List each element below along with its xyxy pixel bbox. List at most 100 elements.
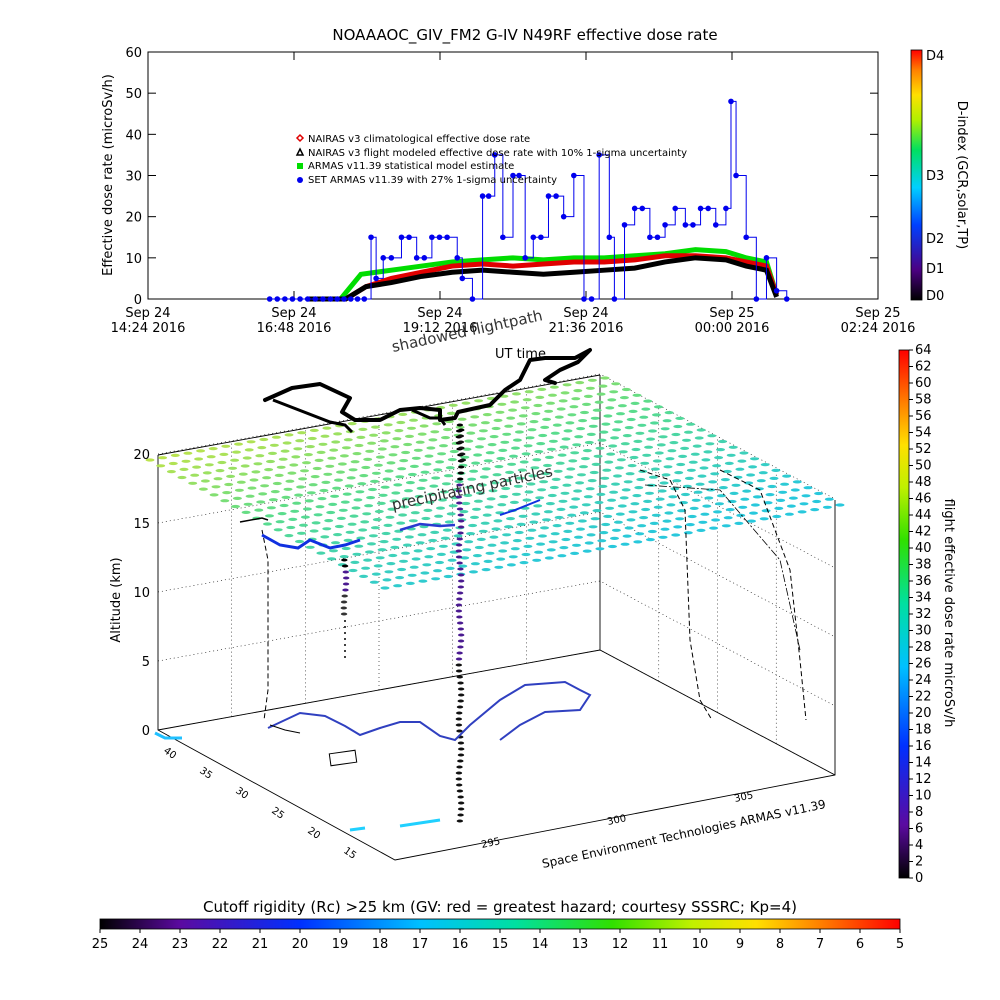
dose-tick-label: 0 xyxy=(915,871,923,886)
dose-field-cell xyxy=(657,489,667,493)
dose-field-cell xyxy=(656,443,666,447)
data-point xyxy=(545,193,552,199)
dose-tick-label: 36 xyxy=(915,574,932,589)
dose-field-cell xyxy=(590,416,600,420)
dose-field-cell xyxy=(265,514,274,518)
dose-field-cell xyxy=(500,440,510,444)
dose-field-cell xyxy=(145,458,155,462)
projection-dashdot xyxy=(644,484,801,651)
profile-point xyxy=(342,582,350,586)
dose-field-cell xyxy=(518,514,528,518)
dose-field-cell xyxy=(639,516,649,520)
dose-field-cell xyxy=(729,491,739,495)
dose-field-cell xyxy=(749,511,758,515)
dose-field-cell xyxy=(628,409,638,413)
dose-field-cell xyxy=(446,411,456,415)
dose-field-cell xyxy=(771,468,781,472)
dose-field-cell xyxy=(367,542,376,546)
dose-field-cell xyxy=(461,401,471,405)
dose-field-cell xyxy=(586,533,596,537)
dose-field-cell xyxy=(569,505,579,509)
rc-tick-label: 17 xyxy=(412,937,429,952)
dose-field-cell xyxy=(632,494,642,498)
dose-field-cell xyxy=(243,502,253,506)
dindex-label: D-index (GCR,solar,TP) xyxy=(954,101,969,249)
top-legend: NAIRAS v3 climatological effective dose … xyxy=(295,133,687,186)
dose-field-cell xyxy=(221,444,231,448)
dose-field-cell xyxy=(370,479,379,483)
dose-field-cell xyxy=(633,439,643,443)
dose-field-cell xyxy=(463,493,473,497)
dose-field-cell xyxy=(441,482,451,486)
dose-field-cell xyxy=(598,384,608,388)
dose-field-cell xyxy=(774,506,784,510)
legend-item-armas-model: ARMAS v11.39 statistical model estimate xyxy=(297,161,514,172)
dose-field-cell xyxy=(577,519,587,523)
profile-point xyxy=(455,669,463,673)
dose-field-cell xyxy=(561,537,571,542)
dose-field-cell xyxy=(707,434,717,438)
data-point xyxy=(354,296,361,302)
dose-field-cell xyxy=(506,563,516,567)
dose-field-cell xyxy=(695,482,705,486)
dose-field-cell xyxy=(348,568,358,573)
dose-field-cell xyxy=(338,508,348,512)
data-point xyxy=(743,234,749,241)
dose-field-cell xyxy=(708,480,718,484)
rc-tick-label: 19 xyxy=(332,937,349,952)
ut-time-label: UT time xyxy=(495,347,546,362)
dose-field-cell xyxy=(612,428,622,432)
dose-field-cell xyxy=(632,393,642,397)
dose-field-cell xyxy=(224,482,234,487)
data-point xyxy=(406,234,412,241)
dose-tick-label: 8 xyxy=(915,805,923,820)
data-point xyxy=(500,234,506,241)
dose-field-cell xyxy=(495,410,505,414)
dose-field-cell xyxy=(347,422,357,426)
dose-field-cell xyxy=(508,408,518,412)
dose-field-cell xyxy=(424,454,434,458)
dose-field-cell xyxy=(586,432,596,436)
dose-field-cell xyxy=(399,459,409,463)
profile-point xyxy=(458,428,465,432)
dose-field-cell xyxy=(630,502,640,506)
dose-field-cell xyxy=(653,405,663,409)
dose-field-cell xyxy=(209,493,219,497)
dose-field-cell xyxy=(349,514,359,518)
dose-field-cell xyxy=(758,471,768,475)
dose-field-cell xyxy=(437,452,447,456)
dose-field-cell xyxy=(681,492,690,497)
profile-point xyxy=(457,807,465,811)
dose-field-cell xyxy=(615,512,625,516)
lat-tick: 30 xyxy=(233,785,250,801)
dose-field-cell xyxy=(299,523,308,527)
dose-field-cell xyxy=(399,559,408,563)
dose-field-cell xyxy=(466,532,476,536)
data-point xyxy=(596,152,602,158)
dose-field-cell xyxy=(527,528,537,532)
data-point xyxy=(662,222,668,228)
profile-point xyxy=(455,495,463,499)
dose-field-cell xyxy=(522,398,532,402)
z-tick: 5 xyxy=(142,655,150,670)
dose-field-cell xyxy=(560,391,570,395)
dose-field-cell xyxy=(674,471,684,475)
dose-field-cell xyxy=(418,579,428,583)
dose-field-cell xyxy=(563,529,573,534)
profile-point xyxy=(455,603,463,607)
dose-field-cell xyxy=(302,461,311,465)
dose-field-cell xyxy=(601,522,611,527)
dose-field-cell xyxy=(639,415,649,419)
dose-tick-label: 4 xyxy=(915,838,923,853)
dose-field-cell xyxy=(592,509,602,513)
dose-field-cell xyxy=(322,527,332,531)
dose-tick-label: 42 xyxy=(915,525,932,540)
dose-field-cell xyxy=(691,498,701,502)
dose-field-cell xyxy=(488,489,498,493)
dose-field-cell xyxy=(607,498,617,502)
dose-field-cell xyxy=(726,453,736,457)
dose-field-cell xyxy=(672,479,682,483)
lon-tick: 305 xyxy=(733,790,754,805)
dose-field-cell xyxy=(542,417,552,421)
dose-tick-label: 2 xyxy=(915,855,923,870)
